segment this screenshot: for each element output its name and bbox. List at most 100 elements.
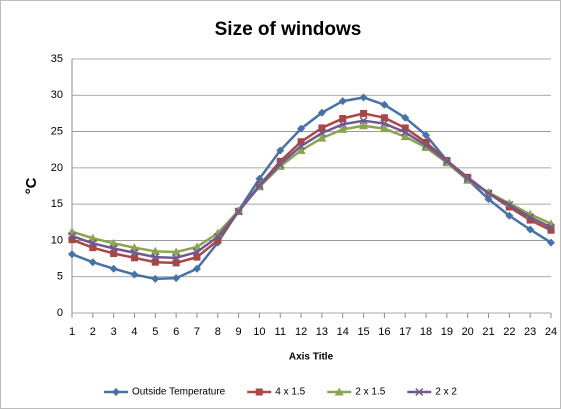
x-tick-label: 6 — [173, 326, 179, 338]
x-tick-label: 22 — [503, 326, 515, 338]
marker — [130, 248, 139, 257]
marker — [68, 236, 76, 244]
legend: Outside Temperature 4 x 1.5 2 x 1.5 2 x 2 — [104, 387, 457, 398]
x-tick-label: 3 — [111, 326, 117, 338]
marker — [422, 138, 430, 146]
y-tick-label: 10 — [51, 234, 63, 246]
marker — [317, 128, 326, 138]
marker — [318, 124, 326, 132]
marker — [338, 124, 348, 133]
marker — [317, 133, 327, 142]
marker — [296, 145, 306, 154]
x-tick-label: 4 — [131, 326, 137, 338]
marker — [401, 124, 409, 132]
y-tick-label: 25 — [51, 125, 63, 137]
x-tick-label: 13 — [316, 326, 328, 338]
marker — [192, 242, 202, 251]
x-tick-label: 7 — [194, 326, 200, 338]
marker — [297, 138, 305, 146]
marker — [109, 244, 118, 253]
marker — [150, 246, 160, 255]
marker — [151, 258, 159, 266]
marker — [546, 223, 556, 232]
marker — [338, 97, 347, 106]
marker — [172, 259, 180, 267]
marker — [317, 108, 326, 117]
marker — [297, 124, 306, 133]
y-tick-label: 0 — [57, 307, 63, 319]
marker — [547, 226, 555, 234]
y-tick-label: 15 — [51, 198, 63, 210]
x-axis-title: Axis Title — [289, 352, 334, 363]
x-tick-label: 5 — [152, 326, 158, 338]
marker — [214, 236, 222, 244]
marker — [380, 119, 389, 128]
y-tick-label: 30 — [51, 89, 63, 101]
marker — [415, 387, 424, 397]
marker — [88, 233, 98, 242]
x-tick-label: 21 — [482, 326, 494, 338]
marker — [380, 114, 388, 122]
marker — [276, 160, 285, 169]
x-tick-label: 18 — [420, 326, 432, 338]
x-tick-label: 9 — [236, 326, 242, 338]
chart-title: Size of windows — [215, 19, 362, 40]
marker — [422, 141, 431, 150]
marker — [359, 121, 369, 130]
marker — [526, 216, 534, 224]
marker — [109, 264, 118, 273]
x-tick-label: 23 — [524, 326, 536, 338]
marker — [171, 247, 181, 256]
x-tick-label: 24 — [545, 326, 557, 338]
y-tick-label: 20 — [51, 162, 63, 174]
marker — [484, 189, 493, 198]
marker — [338, 120, 347, 129]
x-tick-label: 17 — [399, 326, 411, 338]
legend-label: 2 x 1.5 — [355, 387, 385, 398]
legend-label: Outside Temperature — [132, 387, 226, 398]
marker — [422, 131, 431, 140]
x-tick-label: 19 — [441, 326, 453, 338]
marker — [172, 253, 181, 262]
y-axis-title: °C — [23, 177, 40, 194]
marker — [192, 264, 201, 273]
marker — [255, 174, 264, 183]
marker — [400, 132, 410, 141]
marker — [526, 225, 535, 234]
marker — [88, 239, 97, 248]
marker — [297, 142, 306, 151]
marker — [255, 181, 264, 191]
marker — [505, 200, 514, 209]
x-tick-label: 2 — [90, 326, 96, 338]
marker — [151, 274, 160, 283]
marker — [151, 253, 160, 262]
marker — [255, 388, 263, 396]
marker — [547, 238, 555, 247]
marker — [526, 213, 535, 222]
marker — [192, 248, 201, 257]
marker — [129, 243, 139, 252]
marker — [484, 195, 493, 204]
marker — [68, 250, 76, 259]
marker — [109, 238, 119, 247]
marker — [88, 258, 97, 267]
marker — [89, 244, 97, 252]
marker — [112, 388, 121, 396]
marker — [505, 211, 514, 220]
marker — [213, 232, 222, 241]
x-tick-label: 8 — [215, 326, 221, 338]
marker — [401, 128, 410, 137]
marker — [505, 203, 513, 211]
x-tick-label: 1 — [69, 326, 75, 338]
x-tick-label: 16 — [378, 326, 390, 338]
x-tick-label: 15 — [357, 326, 369, 338]
marker — [276, 146, 285, 155]
marker — [359, 93, 368, 102]
marker — [442, 157, 451, 166]
marker — [359, 116, 368, 125]
marker — [276, 157, 284, 165]
marker — [463, 174, 472, 183]
marker — [380, 100, 389, 109]
x-tick-label: 12 — [295, 326, 307, 338]
